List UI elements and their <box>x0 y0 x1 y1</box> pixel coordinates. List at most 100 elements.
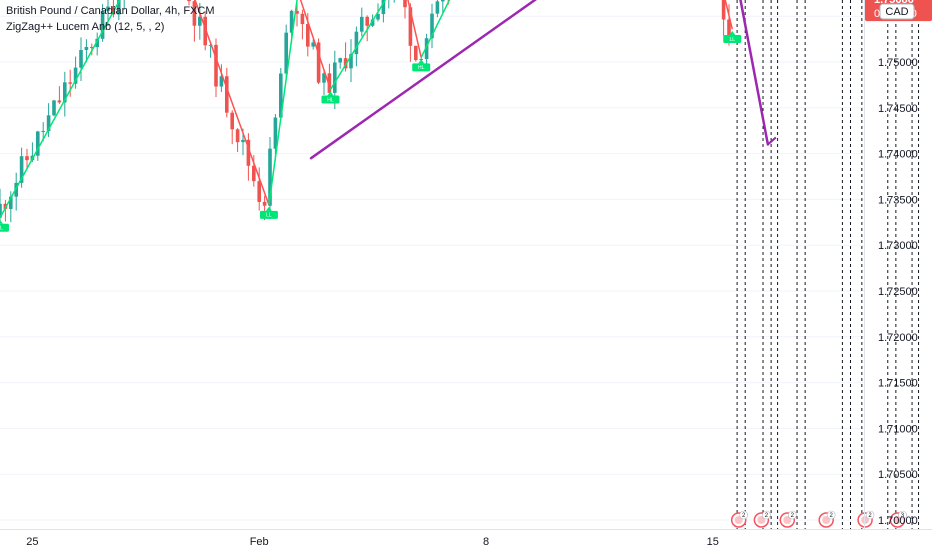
chart-title: British Pound / Canadian Dollar, 4h, FXC… <box>6 5 215 17</box>
candle-body <box>295 10 299 14</box>
candle-body <box>63 82 67 103</box>
candle-body <box>273 117 278 149</box>
candle-body <box>219 76 224 87</box>
trend-lines[interactable] <box>0 0 932 160</box>
candle-body <box>73 67 78 84</box>
candle-body <box>203 16 207 46</box>
candle-body <box>300 13 305 25</box>
zigzag-segment <box>194 0 270 206</box>
channel-lower-line[interactable] <box>309 0 713 160</box>
price-tick-label: 1.70500 <box>878 469 918 481</box>
candle-body <box>349 54 353 69</box>
candle-body <box>408 7 413 46</box>
candle-body <box>187 0 191 2</box>
economic-event-icon[interactable]: 2 <box>753 510 771 528</box>
price-tick-label: 1.72500 <box>878 286 918 298</box>
candle-body <box>79 50 83 68</box>
time-axis[interactable]: 25Feb81522Mar <box>26 536 932 548</box>
candle-body <box>46 115 51 131</box>
candle-body <box>262 201 267 206</box>
candle-body <box>306 24 310 47</box>
candle-body <box>68 82 72 84</box>
candle-body <box>0 203 2 218</box>
candle-body <box>316 42 321 83</box>
candle-body <box>36 131 40 156</box>
candle-body <box>435 1 440 14</box>
svg-text:1.75686: 1.75686 <box>874 0 914 6</box>
candle-body <box>41 130 45 132</box>
candle-body <box>430 13 434 39</box>
candle-body <box>381 0 386 15</box>
economic-event-icon[interactable]: 2 <box>857 510 875 528</box>
candle-body <box>721 0 726 20</box>
svg-text:HL: HL <box>327 97 334 103</box>
candle-body <box>230 112 234 130</box>
candle-body <box>322 73 326 83</box>
candle-body <box>365 16 369 26</box>
candle-body <box>327 73 332 93</box>
price-axis[interactable]: 1.70000 1.70500 1.71000 1.71500 1.72000 1.725… <box>878 0 918 527</box>
candle-body <box>19 156 24 183</box>
economic-event-icon[interactable]: 3 <box>889 510 907 528</box>
candle-body <box>311 42 315 47</box>
candle-body <box>333 62 337 93</box>
candle-body <box>235 129 240 143</box>
time-tick-label: 25 <box>26 536 38 548</box>
svg-text:2: 2 <box>765 513 769 519</box>
currency-label: CAD <box>885 6 908 18</box>
candle-body <box>192 1 197 26</box>
candle-body <box>268 148 272 206</box>
economic-event-icon[interactable]: 2 <box>818 510 836 528</box>
economic-event-icon[interactable]: 2 <box>730 510 749 528</box>
price-tick-label: 1.70000 <box>878 515 918 527</box>
svg-text:2: 2 <box>791 513 795 519</box>
svg-text:HL: HL <box>418 65 425 71</box>
svg-text:2: 2 <box>868 513 872 519</box>
event-icons[interactable]: 2 2 2 2 2 3 <box>730 510 907 528</box>
candle-body <box>338 58 342 63</box>
plot-area[interactable] <box>0 0 864 550</box>
candle-body <box>252 165 256 182</box>
price-tick-label: 1.71000 <box>878 423 918 435</box>
candle-body <box>414 45 418 61</box>
currency-button[interactable]: CAD <box>879 3 915 20</box>
candle-body <box>9 196 13 209</box>
zigzag-pivot-label: LL <box>0 219 9 232</box>
candle-body <box>354 31 359 55</box>
svg-text:2: 2 <box>742 513 746 519</box>
candle-body <box>225 76 229 113</box>
time-tick-label: Feb <box>250 536 269 548</box>
candle-body <box>198 16 202 26</box>
zigzag-segment <box>407 0 422 58</box>
projection-line[interactable] <box>719 0 770 146</box>
candle-body <box>241 139 245 143</box>
candle-body <box>727 19 731 43</box>
candle-body <box>95 38 99 48</box>
price-tick-label: 1.72000 <box>878 332 918 344</box>
horizontal-grid <box>0 15 864 521</box>
zigzag-segment <box>299 0 332 90</box>
candle-body <box>214 44 218 87</box>
candle-body <box>376 14 380 20</box>
candle-body <box>360 16 364 32</box>
candle-body <box>208 44 213 46</box>
candle-body <box>25 156 29 161</box>
price-tick-label: 1.75000 <box>878 57 918 69</box>
indicator-label[interactable]: ZigZag++ Lucem Anb (12, 5, , 2) <box>6 21 164 33</box>
price-tick-label: 1.71500 <box>878 378 918 390</box>
candle-body <box>441 0 445 2</box>
candle-body <box>52 100 56 116</box>
candle-body <box>100 10 105 39</box>
zigzag-labels: LLHHLLLHHLHHHLHHHLHHLL <box>0 31 742 232</box>
candle-body <box>343 58 348 69</box>
candle-body <box>90 46 94 48</box>
candle-body <box>57 100 62 103</box>
zigzag-pivot-label: HL <box>412 59 431 72</box>
candle-body <box>370 19 375 26</box>
economic-event-icon[interactable]: 2 <box>779 510 797 528</box>
candle-body <box>257 181 261 202</box>
candle-body <box>424 38 429 60</box>
price-tick-label: 1.73000 <box>878 240 918 252</box>
